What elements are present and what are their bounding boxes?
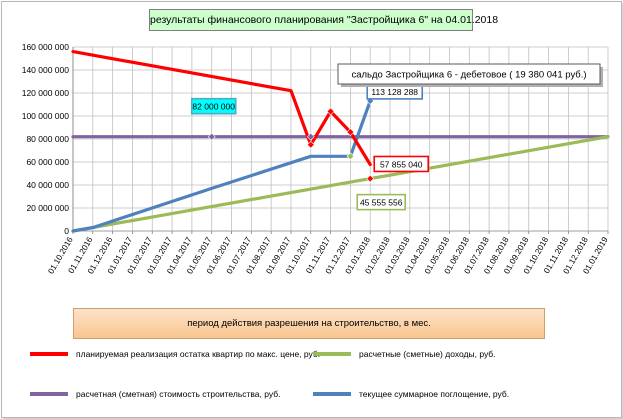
y-tick-label: 140 000 000 [22, 65, 70, 75]
x-axis-ticks: 01.10.201601.11.201601.12.201601.01.2017… [46, 235, 610, 275]
series-line-1 [71, 135, 610, 233]
legend-label-absorption: текущее суммарное поглощение, руб. [359, 389, 510, 399]
y-axis-ticks: 0 20 000 000 40 000 000 60 000 000 80 000 00… [22, 42, 70, 236]
legend-item-absorption: текущее суммарное поглощение, руб. [313, 387, 509, 401]
note-box [337, 63, 601, 85]
saldo-note: сальдо Застройщика 6 - дебетовое ( 19 38… [351, 70, 586, 81]
legend-item-sales: планируемая реализация остатка квартир п… [30, 347, 320, 361]
data-point-marker [346, 128, 355, 137]
y-tick-label: 120 000 000 [22, 88, 70, 98]
legend-label-sales: планируемая реализация остатка квартир п… [76, 349, 321, 359]
y-tick-label: 160 000 000 [22, 42, 70, 52]
annotation-label: 113 128 288 [371, 87, 418, 97]
chart-title: результаты финансового планирования "Зас… [149, 9, 498, 31]
annotation-box [356, 193, 407, 211]
data-point-marker [306, 132, 315, 141]
y-tick-label: 100 000 000 [22, 111, 70, 121]
annotation-label: 57 855 040 [380, 159, 423, 169]
y-tick-label: 40 000 000 [26, 180, 69, 190]
annotation-box [190, 97, 237, 115]
data-point-marker [207, 132, 216, 141]
annotation-label: 82 000 000 [192, 102, 235, 112]
series-line-0 [71, 49, 372, 167]
note-layer: сальдо Застройщика 6 - дебетовое ( 19 38… [337, 63, 603, 87]
legend-swatch-income [313, 352, 351, 356]
legend-swatch-absorption [313, 392, 351, 396]
annotation-layer: 82 000 000 113 128 288 57 855 040 45 555 55… [190, 83, 430, 211]
x-axis-title: период действия разрешения на строительс… [73, 308, 545, 339]
legend-label-income: расчетные (сметные) доходы, руб. [359, 349, 496, 359]
series-line-3 [71, 99, 372, 233]
y-tick-label: 0 [64, 226, 69, 236]
annotation-box [373, 155, 430, 173]
series-layer [71, 49, 610, 233]
y-tick-label: 80 000 000 [26, 134, 69, 144]
legend-item-cost: расчетная (сметная) стоимость строительс… [30, 387, 280, 401]
y-tick-label: 60 000 000 [26, 157, 69, 167]
y-tick-label: 20 000 000 [26, 203, 69, 213]
annotation-label: 45 555 556 [360, 198, 403, 208]
data-point-marker [326, 107, 335, 116]
data-point-marker [366, 174, 375, 183]
legend-item-income: расчетные (сметные) доходы, руб. [313, 347, 496, 361]
legend-swatch-sales [30, 352, 68, 356]
legend-label-cost: расчетная (сметная) стоимость строительс… [76, 389, 281, 399]
data-point-marker [346, 152, 355, 161]
data-point-marker [306, 140, 315, 149]
legend-swatch-cost [30, 392, 68, 396]
